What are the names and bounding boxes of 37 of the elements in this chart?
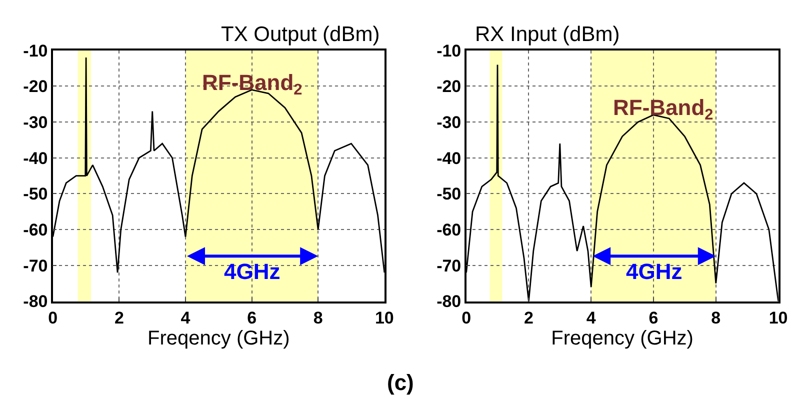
text: (c) [387, 370, 414, 395]
x-tick-label: 10 [374, 308, 394, 328]
x-tick-label: 8 [711, 308, 721, 328]
x-tick-label: 10 [768, 308, 788, 328]
x-axis-title: Freqency (GHz) [148, 327, 290, 350]
x-tick-label: 6 [247, 308, 257, 328]
annotation: RF-Band$_{2}$ [613, 95, 714, 124]
x-tick-label: 6 [648, 308, 658, 328]
annotation: RF-Band$_{2}$ [202, 70, 302, 99]
x-axis-title: Freqency (GHz) [551, 327, 694, 350]
chart-title: TX Output (dBm) [221, 23, 380, 46]
chart-title: RX Input (dBm) [475, 23, 620, 46]
x-tick-label: 8 [313, 308, 323, 328]
y-tick-label: -50 [23, 184, 48, 204]
y-tick-label: -40 [23, 148, 48, 168]
x-tick-label: 0 [48, 308, 58, 328]
y-tick-label: -80 [23, 292, 48, 312]
y-tick-label: -60 [436, 220, 462, 240]
x-tick-label: 2 [114, 308, 124, 328]
annotation: 4GHz [626, 259, 682, 284]
y-tick-label: -70 [23, 256, 48, 276]
x-tick-label: 4 [586, 308, 596, 328]
x-tick-label: 2 [524, 308, 534, 328]
y-tick-label: -60 [23, 220, 48, 240]
annotation: 4GHz [224, 259, 280, 284]
y-tick-label: -80 [436, 292, 462, 312]
x-tick-label: 4 [180, 308, 191, 328]
y-tick-label: -20 [436, 77, 462, 96]
y-tick-label: -30 [23, 113, 48, 132]
y-tick-label: -10 [436, 41, 462, 60]
y-tick-label: -10 [23, 41, 48, 60]
y-tick-label: -70 [436, 256, 462, 276]
y-tick-label: -50 [436, 184, 462, 204]
y-tick-label: -30 [436, 113, 462, 132]
y-tick-label: -40 [436, 148, 462, 168]
y-tick-label: -20 [23, 77, 48, 96]
x-tick-label: 0 [462, 308, 472, 328]
